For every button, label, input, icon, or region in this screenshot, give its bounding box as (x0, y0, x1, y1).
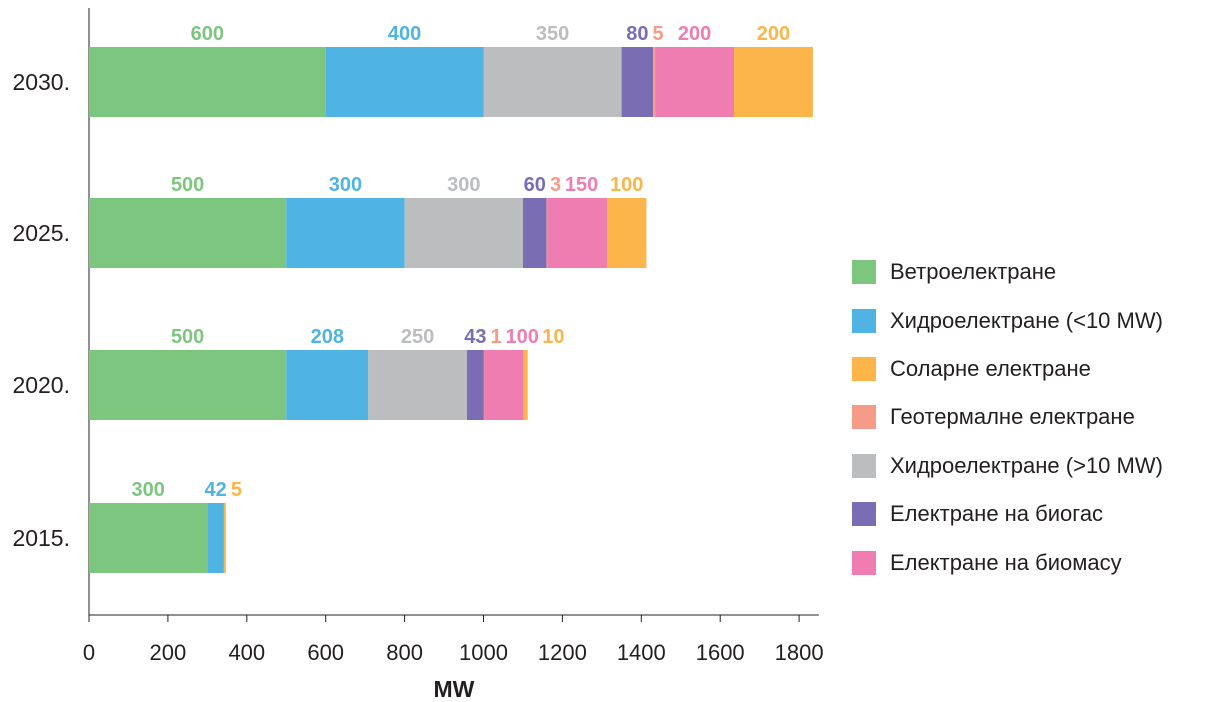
category-label: 2020. (12, 372, 70, 398)
bar-value-label: 250 (401, 326, 434, 348)
legend-item: Електране на биогас (852, 490, 1212, 538)
bar-value-label: 350 (536, 23, 569, 45)
bar-value-label: 300 (447, 174, 480, 196)
bar-segment (223, 503, 226, 573)
bar-value-label: 600 (191, 23, 224, 45)
bar-segment (286, 198, 405, 268)
x-tick-label: 800 (386, 640, 423, 665)
legend-label: Електране на биомасу (890, 549, 1122, 575)
x-tick-label: 1600 (696, 640, 745, 665)
bar-value-label: 1 (491, 326, 502, 348)
bar-segment (653, 47, 656, 117)
legend-item: Хидроелектране (<10 MW) (852, 296, 1212, 344)
bar-value-label: 208 (311, 326, 344, 348)
bar-segment (734, 47, 813, 117)
bar-segment (522, 198, 547, 268)
legend-item: Ветроелектране (852, 248, 1212, 296)
bar-value-label: 300 (131, 479, 164, 501)
bar-value-label: 60 (524, 174, 546, 196)
bar-value-label: 80 (626, 23, 648, 45)
legend-item: Хидроелектране (>10 MW) (852, 442, 1212, 490)
bar-segment (89, 503, 208, 573)
bar-value-label: 10 (542, 326, 564, 348)
bar-segment (207, 503, 224, 573)
bar-segment (286, 350, 369, 420)
bar-value-label: 200 (678, 23, 711, 45)
bar-segment (89, 350, 287, 420)
legend-label: Ветроелектране (890, 259, 1057, 285)
bar-value-label: 5 (231, 479, 242, 501)
bar-value-label: 3 (550, 174, 561, 196)
bar-segment (606, 198, 647, 268)
bar-value-label: 42 (205, 479, 227, 501)
bar-value-label: 100 (505, 326, 538, 348)
legend-item: Соларне електране (852, 345, 1212, 393)
x-tick-label: 200 (150, 640, 187, 665)
legend-label: Хидроелектране (<10 MW) (890, 307, 1163, 333)
bar-segment (655, 47, 735, 117)
bar-segment (368, 350, 467, 420)
legend-swatch (852, 260, 876, 285)
x-axis-title: MW (433, 676, 474, 702)
legend-swatch (852, 502, 876, 527)
category-label: 2015. (12, 525, 70, 551)
chart-legend: Ветроелектране Хидроелектране (<10 MW) Сол… (852, 248, 1212, 587)
bar-segment (621, 47, 654, 117)
legend-label: Соларне електране (890, 355, 1091, 381)
bar-value-label: 400 (388, 23, 421, 45)
legend-item: Електране на биомасу (852, 538, 1212, 586)
x-tick-label: 0 (83, 640, 95, 665)
bar-segment (325, 47, 484, 117)
bar-value-label: 5 (653, 23, 664, 45)
bar-segment (89, 198, 287, 268)
bar-value-label: 500 (171, 174, 204, 196)
legend-swatch (852, 356, 876, 381)
x-tick-label: 1800 (775, 640, 824, 665)
bar-segment (466, 350, 484, 420)
legend-label: Електране на биогас (890, 501, 1104, 527)
x-tick-label: 400 (228, 640, 265, 665)
category-label: 2030. (12, 69, 70, 95)
x-tick-label: 1000 (459, 640, 508, 665)
bar-segment (547, 198, 607, 268)
legend-swatch (852, 453, 876, 478)
bar-value-label: 43 (464, 326, 486, 348)
legend-swatch (852, 308, 876, 333)
bar-segment (523, 350, 528, 420)
x-tick-label: 1400 (617, 640, 666, 665)
bar-value-label: 500 (171, 326, 204, 348)
category-label: 2025. (12, 220, 70, 246)
bar-value-label: 150 (565, 174, 598, 196)
bar-value-label: 300 (329, 174, 362, 196)
x-tick-label: 600 (307, 640, 344, 665)
bar-segment (483, 47, 622, 117)
legend-item: Геотермалне електране (852, 393, 1212, 441)
bar-value-label: 200 (757, 23, 790, 45)
bar-segment (404, 198, 523, 268)
bar-segment (89, 47, 326, 117)
bar-segment (484, 350, 524, 420)
legend-swatch (852, 405, 876, 430)
legend-label: Хидроелектране (>10 MW) (890, 452, 1163, 478)
legend-label: Геотермалне електране (890, 404, 1135, 430)
legend-swatch (852, 550, 876, 575)
bar-segment (546, 198, 549, 268)
bar-value-label: 100 (610, 174, 643, 196)
x-tick-label: 1200 (538, 640, 587, 665)
